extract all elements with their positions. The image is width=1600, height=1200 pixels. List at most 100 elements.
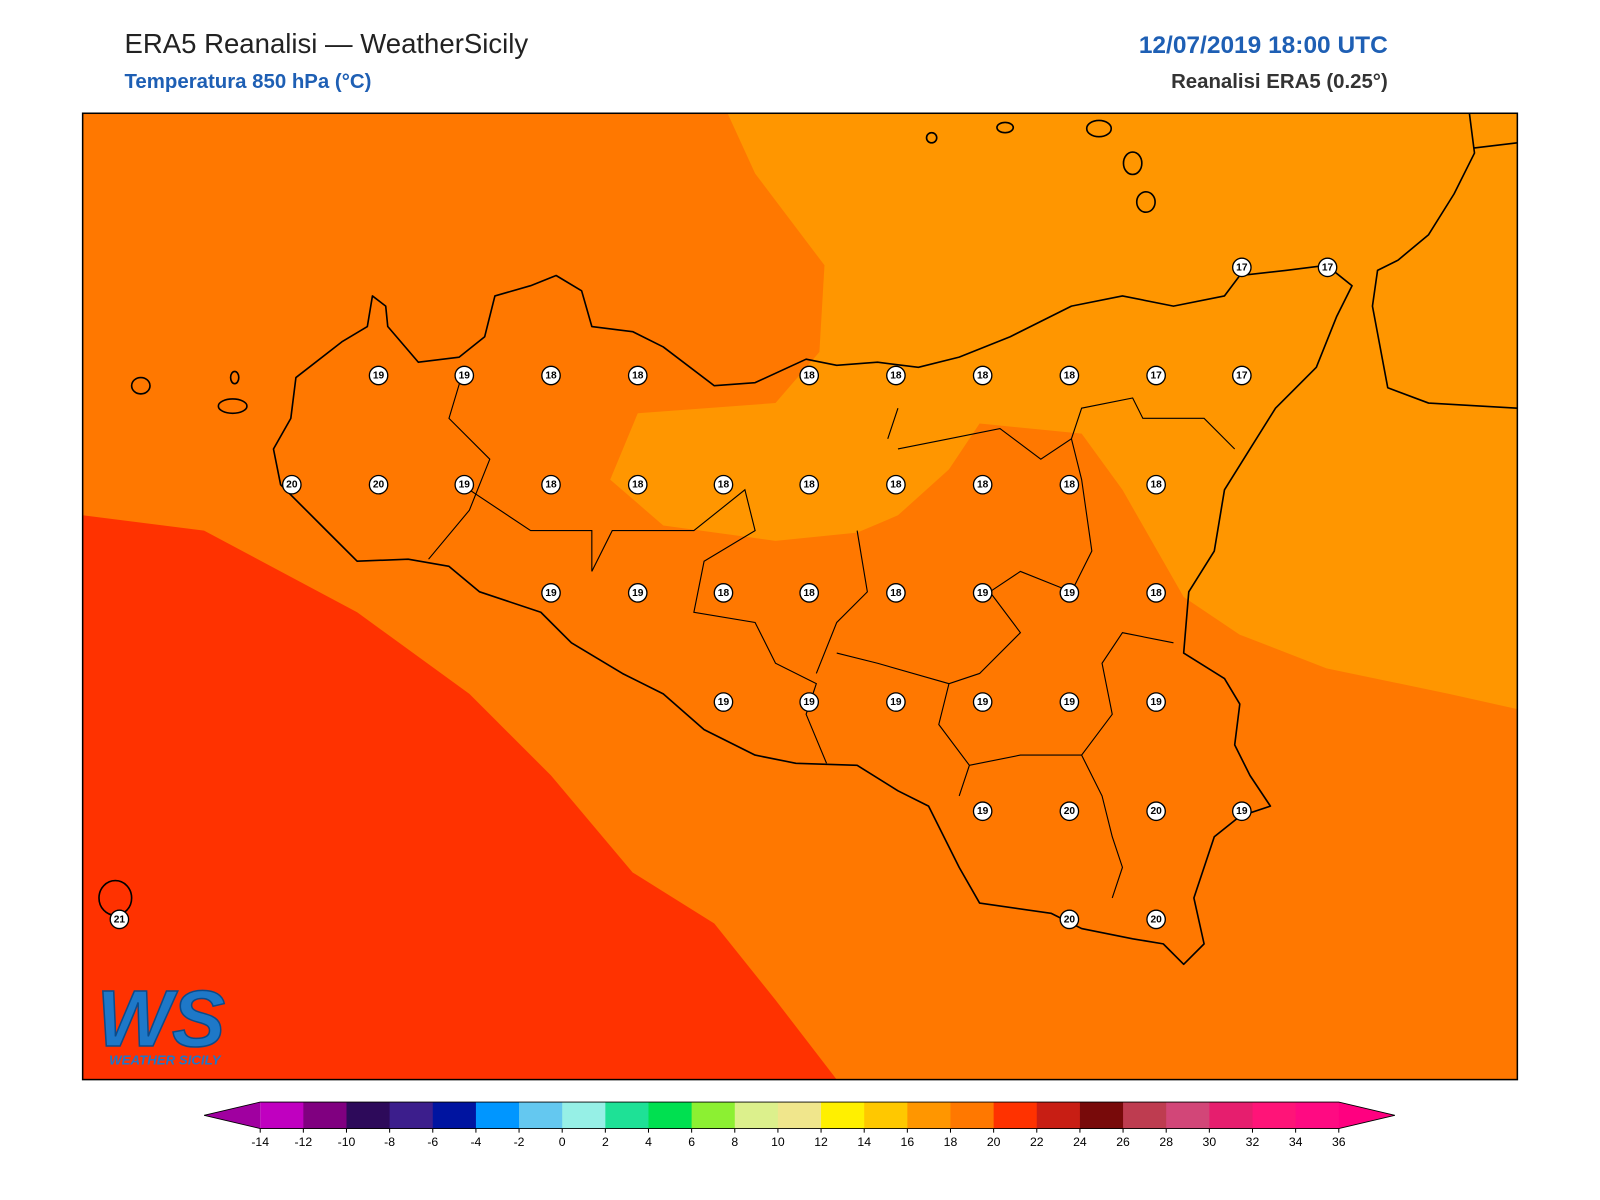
colorbar: -14 -12 -10 -8 -6 -4 -2 0 2 4 6 8 10 12 14 16 18 20 22 24 26… <box>203 1101 1395 1149</box>
colorbar-tick-label: 4 <box>645 1135 652 1149</box>
station-value: 20 <box>1150 806 1162 817</box>
colorbar-segment <box>1079 1102 1124 1129</box>
colorbar-segment <box>260 1102 304 1129</box>
colorbar-segment <box>432 1102 477 1129</box>
station: 19 <box>368 365 389 386</box>
station-marker <box>627 474 648 495</box>
station-marker <box>886 365 906 386</box>
station-value: 19 <box>632 588 644 599</box>
station-marker <box>1059 365 1080 386</box>
colorbar-tick-label: 16 <box>901 1135 915 1149</box>
station: 19 <box>454 474 475 495</box>
station-value: 20 <box>1150 914 1162 925</box>
station-value: 20 <box>1064 806 1076 817</box>
station: 21 <box>109 909 130 930</box>
station-value: 18 <box>1150 588 1162 599</box>
station-marker <box>1146 365 1166 386</box>
station-marker <box>713 692 734 712</box>
station: 17 <box>1231 365 1252 386</box>
station-marker <box>1146 474 1166 495</box>
colorbar-segment <box>562 1102 606 1129</box>
map-frame <box>81 112 1519 1081</box>
colorbar-segment <box>907 1102 951 1129</box>
station-marker <box>799 365 820 386</box>
station: 17 <box>1146 365 1166 386</box>
station: 20 <box>1059 909 1080 930</box>
station-value: 18 <box>890 371 902 382</box>
station: 18 <box>972 365 993 386</box>
colorbar-tick-label: 8 <box>731 1135 738 1149</box>
station: 18 <box>886 583 906 603</box>
colorbar-tick-label: 34 <box>1289 1135 1303 1149</box>
station: 18 <box>713 583 734 603</box>
station: 19 <box>454 365 475 386</box>
colorbar-segment <box>605 1102 649 1129</box>
station-value: 18 <box>804 480 816 491</box>
station: 17 <box>1231 257 1252 278</box>
station-value: 19 <box>977 697 989 708</box>
station: 18 <box>1146 583 1166 603</box>
logo-subtitle: WEATHER SICILY <box>109 1052 222 1067</box>
station: 18 <box>799 583 820 603</box>
station: 19 <box>972 692 993 712</box>
colorbar-tick-label: 2 <box>602 1135 609 1149</box>
station-value: 18 <box>632 480 644 491</box>
field-20-22 <box>82 515 837 1080</box>
colorbar-tick-label: 6 <box>688 1135 695 1149</box>
station-marker <box>1146 583 1166 603</box>
station-value: 19 <box>977 588 989 599</box>
station-value: 18 <box>977 371 989 382</box>
station: 19 <box>972 583 993 603</box>
station-value: 17 <box>1322 262 1334 273</box>
station-value: 19 <box>804 697 816 708</box>
station-value: 18 <box>1064 371 1076 382</box>
province-borders <box>428 367 1236 899</box>
station-value: 21 <box>114 914 126 925</box>
colorbar-tick-label: 24 <box>1073 1135 1087 1149</box>
colorbar-tick-label: -12 <box>295 1135 313 1149</box>
colorbar-segment <box>475 1102 520 1129</box>
station-value: 18 <box>545 371 557 382</box>
station-value: 18 <box>890 480 902 491</box>
station: 18 <box>627 365 648 386</box>
colorbar-tick-label: 22 <box>1030 1135 1044 1149</box>
station-marker <box>972 474 993 495</box>
station-value: 18 <box>977 480 989 491</box>
station-marker <box>972 692 993 712</box>
station-marker <box>454 474 475 495</box>
colorbar-tick-label: 36 <box>1332 1135 1346 1149</box>
colorbar-extend-high <box>1338 1102 1395 1129</box>
station-value: 19 <box>890 697 902 708</box>
station-marker <box>972 365 993 386</box>
station-value: 20 <box>373 480 385 491</box>
station: 18 <box>886 474 906 495</box>
station: 19 <box>799 692 820 712</box>
station: 19 <box>541 583 561 603</box>
station-value: 18 <box>632 371 644 382</box>
station-value: 19 <box>1236 806 1248 817</box>
colorbar-tick-label: -14 <box>251 1135 269 1149</box>
station: 18 <box>627 474 648 495</box>
colorbar-segment <box>389 1102 434 1129</box>
station-marker <box>541 365 561 386</box>
field-16-18 <box>610 113 1518 710</box>
station-marker <box>713 474 734 495</box>
colorbar-segment <box>303 1102 347 1129</box>
station-value: 19 <box>459 480 471 491</box>
station-value: 18 <box>804 588 816 599</box>
station-value: 18 <box>804 371 816 382</box>
station: 18 <box>541 365 561 386</box>
station: 19 <box>1231 801 1252 822</box>
colorbar-tick-label: 30 <box>1203 1135 1217 1149</box>
colorbar-segment <box>777 1102 822 1129</box>
station-value: 18 <box>1150 480 1162 491</box>
station-value: 17 <box>1236 262 1248 273</box>
station-marker <box>799 583 820 603</box>
station-marker <box>1059 692 1080 712</box>
station-value: 18 <box>718 588 730 599</box>
station-marker <box>1059 909 1080 930</box>
station: 19 <box>886 692 906 712</box>
station: 18 <box>713 474 734 495</box>
colorbar-tick-label: 32 <box>1246 1135 1260 1149</box>
station: 20 <box>1059 801 1080 822</box>
